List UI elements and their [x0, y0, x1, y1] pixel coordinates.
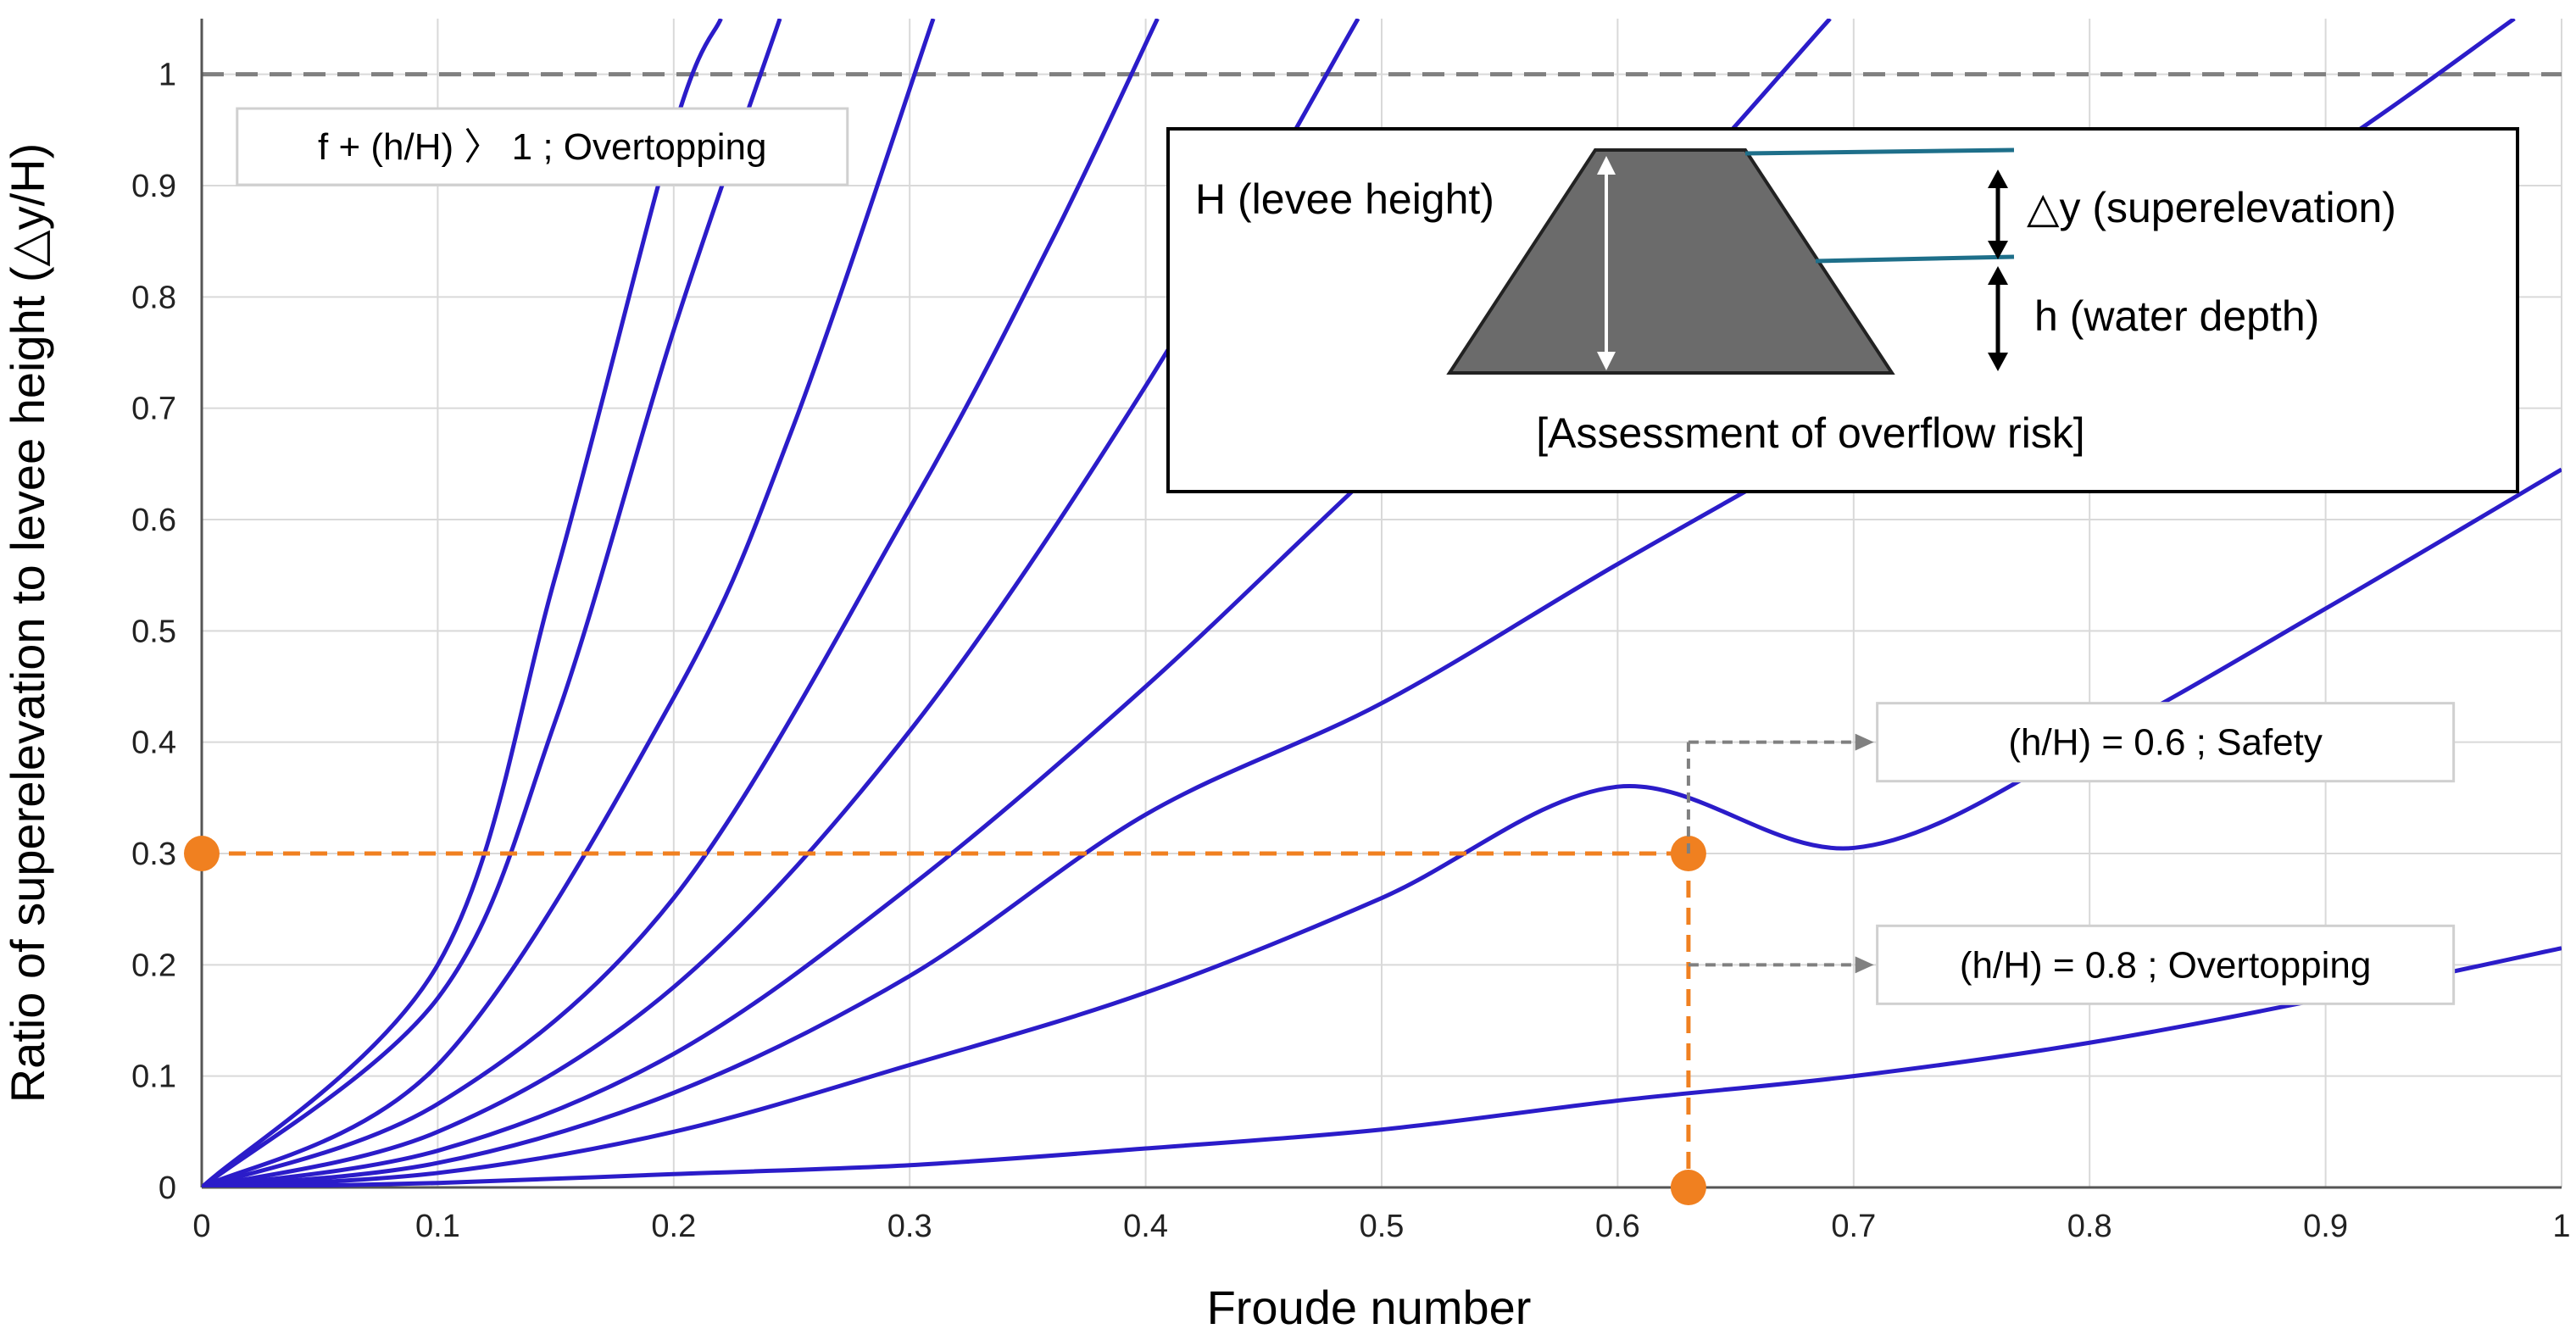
guide-point	[1670, 1170, 1706, 1205]
x-axis-title: Froude number	[1207, 1281, 1532, 1334]
x-tick-label: 0.8	[2067, 1209, 2112, 1244]
series-line-4	[202, 19, 1160, 1187]
water-surface-line	[1815, 254, 2015, 264]
connector-arrowhead	[1855, 956, 1874, 974]
superelevation-arrow-top	[1988, 170, 2008, 188]
y-tick-label: 0.7	[131, 392, 176, 427]
connector-arrowhead	[1855, 733, 1874, 751]
guide-lines	[184, 836, 1706, 1205]
y-tick-labels: 0 0.1 0.2 0.3 0.4 0.5 0.6 0.7 0.8 0.9 1	[131, 58, 176, 1206]
axes	[200, 19, 2562, 1189]
y-tick-label: 0.8	[131, 280, 176, 315]
x-tick-label: 0.7	[1831, 1209, 1876, 1244]
levee-shape	[1446, 148, 1895, 375]
annotation-box	[236, 107, 849, 186]
series-line-3	[202, 19, 936, 1187]
series-line-8	[202, 467, 2562, 1187]
levee-top-water-line	[1744, 147, 2015, 156]
y-tick-label: 0.5	[131, 614, 176, 649]
annotations: f + (h/H) 〉 1 ; Overtopping (h/H) = 0.6 ;…	[236, 107, 2456, 1005]
series-line-9	[202, 946, 2562, 1187]
y-tick-label: 0.9	[131, 169, 176, 204]
series-line-2	[202, 19, 782, 1187]
x-tick-label: 0.4	[1123, 1209, 1168, 1244]
x-tick-label: 0.5	[1360, 1209, 1405, 1244]
y-tick-label: 0	[159, 1170, 176, 1206]
annotation-label: f + (h/H) 〉 1 ; Overtopping	[318, 126, 766, 168]
annotation-box	[1876, 924, 2456, 1005]
x-tick-labels: 0 0.1 0.2 0.3 0.4 0.5 0.6 0.7 0.8 0.9 1	[192, 1209, 2570, 1244]
x-tick-label: 1	[2552, 1209, 2570, 1244]
x-tick-label: 0.2	[651, 1209, 696, 1244]
levee-height-label: H (levee height)	[1195, 175, 1494, 223]
annotation-label: (h/H) = 0.8 ; Overtopping	[1960, 944, 2371, 986]
x-tick-label: 0.3	[887, 1209, 932, 1244]
y-tick-label: 0.2	[131, 948, 176, 983]
levee-height-arrow-top	[1597, 156, 1616, 175]
depth-arrow-top	[1988, 266, 2008, 285]
x-tick-label: 0	[192, 1209, 210, 1244]
x-tick-label: 0.9	[2303, 1209, 2348, 1244]
annotation-box	[1876, 702, 2456, 783]
x-tick-label: 0.1	[415, 1209, 460, 1244]
levee-height-arrow-bottom	[1597, 352, 1616, 370]
depth-arrow-bottom	[1988, 353, 2008, 371]
y-tick-label: 1	[159, 58, 176, 93]
superelevation-label: △y (superelevation)	[2027, 184, 2396, 231]
water-depth-label: h (water depth)	[2034, 292, 2319, 340]
annotation-label: (h/H) = 0.6 ; Safety	[2008, 722, 2323, 764]
y-tick-label: 0.6	[131, 503, 176, 538]
annotation-arrows	[1686, 733, 1874, 974]
inset-diagram: H (levee height) △y (superelevation) h (…	[1166, 127, 2519, 493]
guide-point	[184, 836, 220, 871]
y-tick-label: 0.3	[131, 837, 176, 872]
y-tick-label: 0.1	[131, 1059, 176, 1095]
superelevation-arrow-bottom	[1988, 241, 2008, 259]
y-axis-title: Ratio of superelevation to levee height …	[1, 143, 54, 1104]
x-tick-label: 0.6	[1595, 1209, 1640, 1244]
inset-caption: [Assessment of overflow risk]	[1536, 409, 2084, 457]
y-tick-label: 0.4	[131, 726, 176, 761]
